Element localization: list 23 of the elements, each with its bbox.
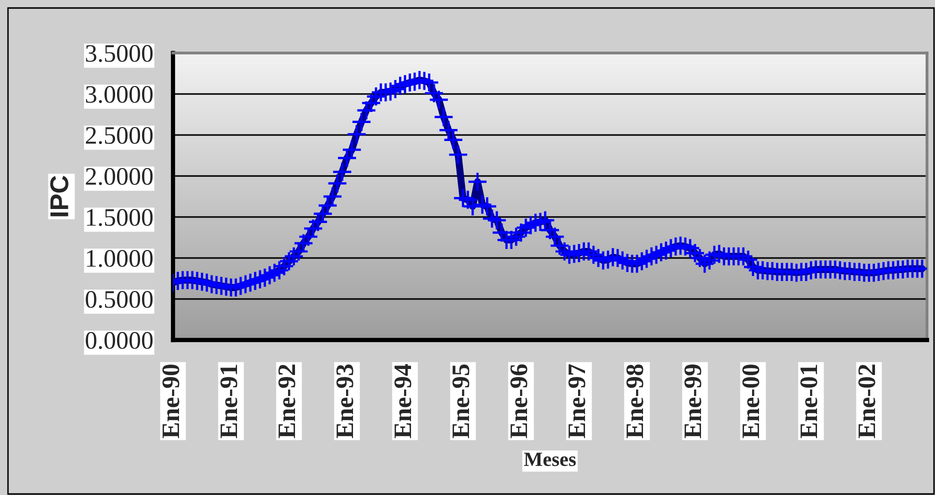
x-tick-label: Ene-94 <box>394 364 412 438</box>
x-tick-label: Ene-01 <box>800 364 818 438</box>
y-tick-label: 2.5000 <box>86 127 153 144</box>
x-tick-label: Ene-00 <box>742 364 760 438</box>
x-tick-label: Ene-92 <box>278 364 296 438</box>
y-tick-label: 3.5000 <box>86 45 153 62</box>
y-tick-label: 3.0000 <box>86 86 153 104</box>
x-tick-label: Ene-02 <box>858 364 876 438</box>
x-axis-title: Meses <box>524 452 576 466</box>
x-tick-label: Ene-91 <box>220 364 238 438</box>
x-tick-label: Ene-96 <box>510 364 528 438</box>
x-tick-label: Ene-90 <box>162 364 180 438</box>
x-tick-label: Ene-99 <box>684 364 702 438</box>
y-tick-label: 0.0000 <box>86 332 153 350</box>
y-axis-title: IPC <box>50 176 68 216</box>
x-tick-label: Ene-93 <box>336 364 354 438</box>
y-tick-label: 1.0000 <box>87 250 153 268</box>
y-tick-label: 1.5000 <box>87 209 153 226</box>
y-tick-label: 0.5000 <box>86 291 153 308</box>
y-tick-label: 2.0000 <box>86 168 153 186</box>
x-tick-label: Ene-98 <box>626 364 644 438</box>
x-tick-label: Ene-95 <box>452 364 470 438</box>
x-tick-label: Ene-97 <box>568 364 586 438</box>
